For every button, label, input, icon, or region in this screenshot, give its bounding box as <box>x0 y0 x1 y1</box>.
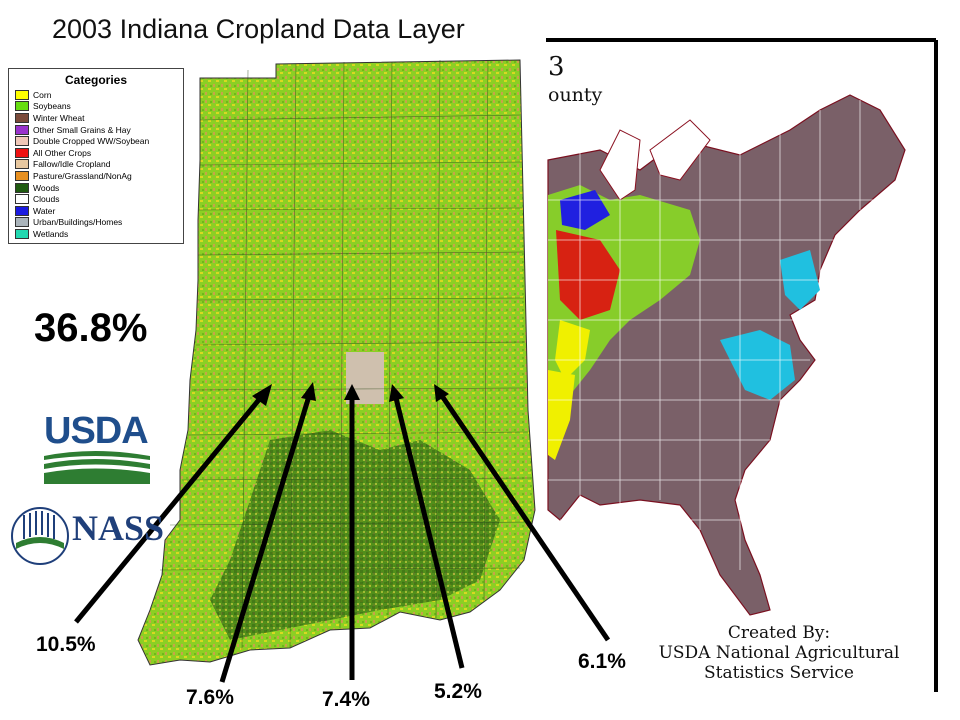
legend-item: Double Cropped WW/Soybean <box>15 135 177 147</box>
credit-line: Created By: <box>727 623 831 643</box>
legend-swatch <box>15 101 29 112</box>
legend-label: Fallow/Idle Cropland <box>33 159 111 170</box>
legend-swatch <box>15 136 29 147</box>
pointer-arrows <box>74 382 611 683</box>
percent-label: 7.6% <box>186 686 234 709</box>
arrow-7-6 <box>219 395 312 683</box>
main-percent-label: 36.8% <box>34 306 148 350</box>
legend-label: Urban/Buildings/Homes <box>33 217 123 228</box>
legend-swatch <box>15 159 29 170</box>
legend-label: Soybeans <box>33 101 71 112</box>
legend-item: Fallow/Idle Cropland <box>15 159 177 171</box>
east-map-subtitle-fragment: ounty <box>548 84 603 106</box>
legend-item: Urban/Buildings/Homes <box>15 217 177 229</box>
nass-logo: NASS <box>10 505 182 575</box>
legend-label: Clouds <box>33 194 60 205</box>
legend-swatch <box>15 217 29 228</box>
percent-label: 5.2% <box>434 680 482 703</box>
legend-label: All Other Crops <box>33 147 92 158</box>
legend-title: Categories <box>64 73 128 87</box>
legend-label: Other Small Grains & Hay <box>33 124 131 135</box>
legend-label: Pasture/Grassland/NonAg <box>33 170 132 181</box>
legend-label: Corn <box>33 89 52 100</box>
legend-item: Other Small Grains & Hay <box>15 124 177 136</box>
legend-swatch <box>15 205 29 216</box>
legend-label: Wetlands <box>33 228 69 239</box>
legend-label: Double Cropped WW/Soybean <box>33 136 150 147</box>
arrow-6-1 <box>439 394 611 642</box>
percent-label: 10.5% <box>36 633 96 656</box>
east-map-title-fragment: 3 <box>548 52 565 82</box>
usda-hills-icon <box>44 451 150 484</box>
legend-item: All Other Crops <box>15 147 177 159</box>
credit-line: USDA National Agricultural <box>658 643 900 663</box>
legend-swatch <box>15 170 29 181</box>
usda-logo: USDA <box>44 412 150 489</box>
arrow-10-5 <box>74 394 264 624</box>
legend-label: Water <box>33 205 56 216</box>
legend: Categories Corn Soybeans Winter Wheat Other… <box>8 68 184 244</box>
map-credit: Created By: USDA National Agricultural S… <box>654 623 904 683</box>
credit-line: Statistics Service <box>704 663 854 683</box>
legend-swatch <box>15 147 29 158</box>
nass-logo-text: NASS <box>72 508 165 548</box>
legend-item: Water <box>15 205 177 217</box>
legend-swatch <box>15 124 29 135</box>
legend-label: Woods <box>33 182 60 193</box>
eastern-us-map <box>540 38 938 692</box>
legend-items: Corn Soybeans Winter Wheat Other Small Grai… <box>15 89 177 240</box>
nass-emblem-icon <box>11 507 69 565</box>
percent-label: 6.1% <box>578 650 626 673</box>
usda-logo-text: USDA <box>44 410 149 452</box>
legend-swatch <box>15 112 29 123</box>
legend-item: Winter Wheat <box>15 112 177 124</box>
legend-swatch <box>15 228 29 239</box>
legend-item: Woods <box>15 182 177 194</box>
legend-item: Clouds <box>15 193 177 205</box>
legend-item: Soybeans <box>15 101 177 113</box>
legend-swatch <box>15 182 29 193</box>
percent-label: 7.4% <box>322 688 370 711</box>
legend-item: Wetlands <box>15 228 177 240</box>
legend-swatch <box>15 194 29 205</box>
map-title: 2003 Indiana Cropland Data Layer <box>52 14 465 44</box>
legend-label: Winter Wheat <box>33 112 85 123</box>
legend-swatch <box>15 89 29 100</box>
arrow-5-2 <box>393 397 465 669</box>
legend-item: Corn <box>15 89 177 101</box>
indiana-cropland-map <box>137 59 536 666</box>
legend-item: Pasture/Grassland/NonAg <box>15 170 177 182</box>
